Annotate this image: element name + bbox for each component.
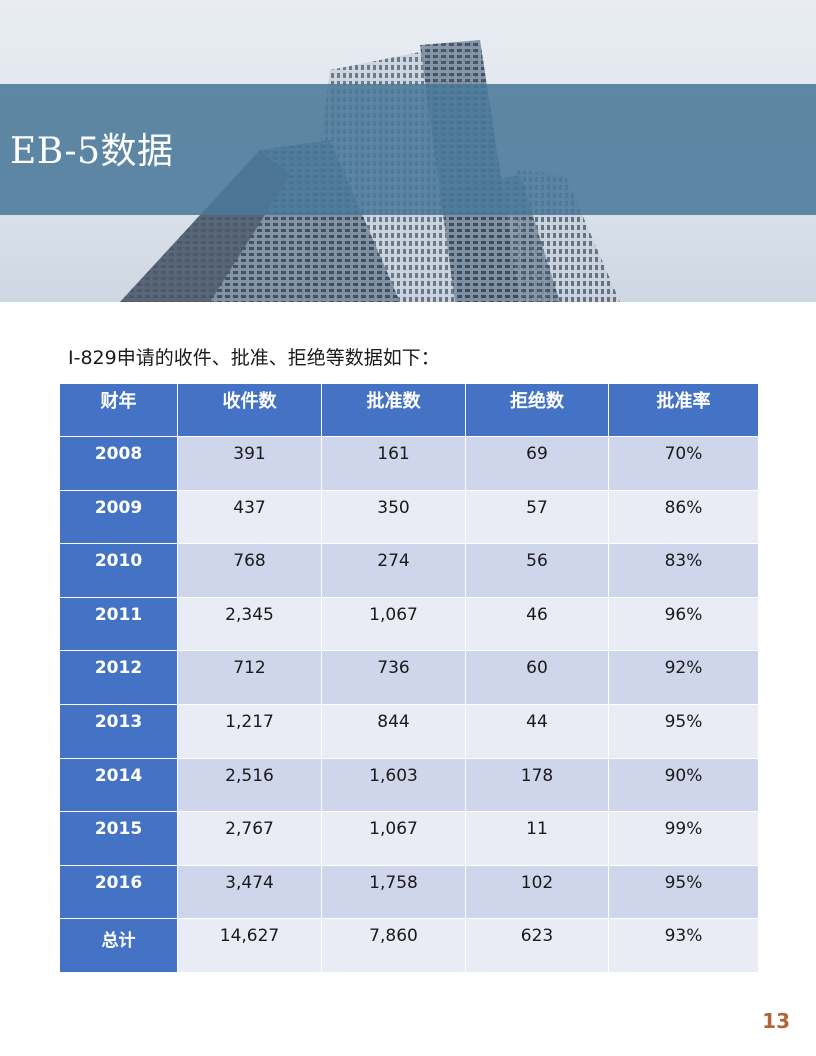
row-year: 2014	[59, 757, 178, 813]
cell-received: 2,516	[177, 757, 322, 813]
cell-denied: 178	[465, 757, 609, 813]
row-year: 2013	[59, 703, 178, 759]
header-fiscal-year: 财年	[59, 383, 178, 437]
title-band	[0, 84, 816, 215]
row-total-label: 总计	[59, 918, 178, 973]
table-header-row: 财年 收件数 批准数 拒绝数 批准率	[59, 383, 759, 437]
cell-approved: 1,758	[321, 864, 466, 920]
header-received: 收件数	[177, 383, 322, 437]
cell-approved: 1,603	[321, 757, 466, 813]
cell-received: 2,345	[177, 596, 322, 652]
cell-denied: 69	[465, 436, 609, 491]
row-year: 2008	[59, 436, 178, 491]
i829-data-table: 财年 收件数 批准数 拒绝数 批准率 2008 391 161 69 70% 2…	[59, 383, 759, 973]
cell-denied: 102	[465, 864, 609, 920]
table-row: 2012 712 736 60 92%	[59, 650, 759, 705]
cell-received: 437	[177, 489, 322, 545]
header-image: EB-5数据	[0, 0, 816, 302]
cell-approval-rate: 92%	[608, 650, 759, 705]
cell-approval-rate: 95%	[608, 864, 759, 920]
cell-denied: 11	[465, 811, 609, 866]
cell-approval-rate: 83%	[608, 543, 759, 598]
cell-approved: 844	[321, 703, 466, 759]
table-row: 2009 437 350 57 86%	[59, 489, 759, 545]
page-number: 13	[762, 1009, 790, 1033]
row-year: 2015	[59, 811, 178, 866]
header-denied: 拒绝数	[465, 383, 609, 437]
row-year: 2009	[59, 489, 178, 545]
cell-denied: 57	[465, 489, 609, 545]
cell-received: 14,627	[177, 918, 322, 973]
cell-approval-rate: 86%	[608, 489, 759, 545]
table-row: 2011 2,345 1,067 46 96%	[59, 596, 759, 652]
cell-denied: 44	[465, 703, 609, 759]
cell-received: 768	[177, 543, 322, 598]
cell-approval-rate: 99%	[608, 811, 759, 866]
cell-denied: 56	[465, 543, 609, 598]
table-row: 2008 391 161 69 70%	[59, 436, 759, 491]
cell-approved: 1,067	[321, 596, 466, 652]
row-year: 2016	[59, 864, 178, 920]
cell-received: 712	[177, 650, 322, 705]
table-row: 2015 2,767 1,067 11 99%	[59, 811, 759, 866]
cell-approval-rate: 93%	[608, 918, 759, 973]
intro-text: I-829申请的收件、批准、拒绝等数据如下：	[68, 347, 440, 369]
cell-received: 1,217	[177, 703, 322, 759]
cell-approved: 350	[321, 489, 466, 545]
cell-approved: 7,860	[321, 918, 466, 973]
row-year: 2012	[59, 650, 178, 705]
cell-approved: 161	[321, 436, 466, 491]
row-year: 2011	[59, 596, 178, 652]
cell-approved: 736	[321, 650, 466, 705]
cell-approval-rate: 95%	[608, 703, 759, 759]
table-row: 2013 1,217 844 44 95%	[59, 703, 759, 759]
table-row: 2016 3,474 1,758 102 95%	[59, 864, 759, 920]
cell-approved: 1,067	[321, 811, 466, 866]
cell-received: 3,474	[177, 864, 322, 920]
cell-denied: 60	[465, 650, 609, 705]
cell-denied: 46	[465, 596, 609, 652]
cell-approval-rate: 70%	[608, 436, 759, 491]
cell-received: 2,767	[177, 811, 322, 866]
cell-approval-rate: 96%	[608, 596, 759, 652]
table-row: 2014 2,516 1,603 178 90%	[59, 757, 759, 813]
cell-approval-rate: 90%	[608, 757, 759, 813]
page-title: EB-5数据	[10, 131, 174, 172]
header-approved: 批准数	[321, 383, 466, 437]
cell-approved: 274	[321, 543, 466, 598]
cell-denied: 623	[465, 918, 609, 973]
table-total-row: 总计 14,627 7,860 623 93%	[59, 918, 759, 973]
table-row: 2010 768 274 56 83%	[59, 543, 759, 598]
header-approval-rate: 批准率	[608, 383, 759, 437]
row-year: 2010	[59, 543, 178, 598]
cell-received: 391	[177, 436, 322, 491]
